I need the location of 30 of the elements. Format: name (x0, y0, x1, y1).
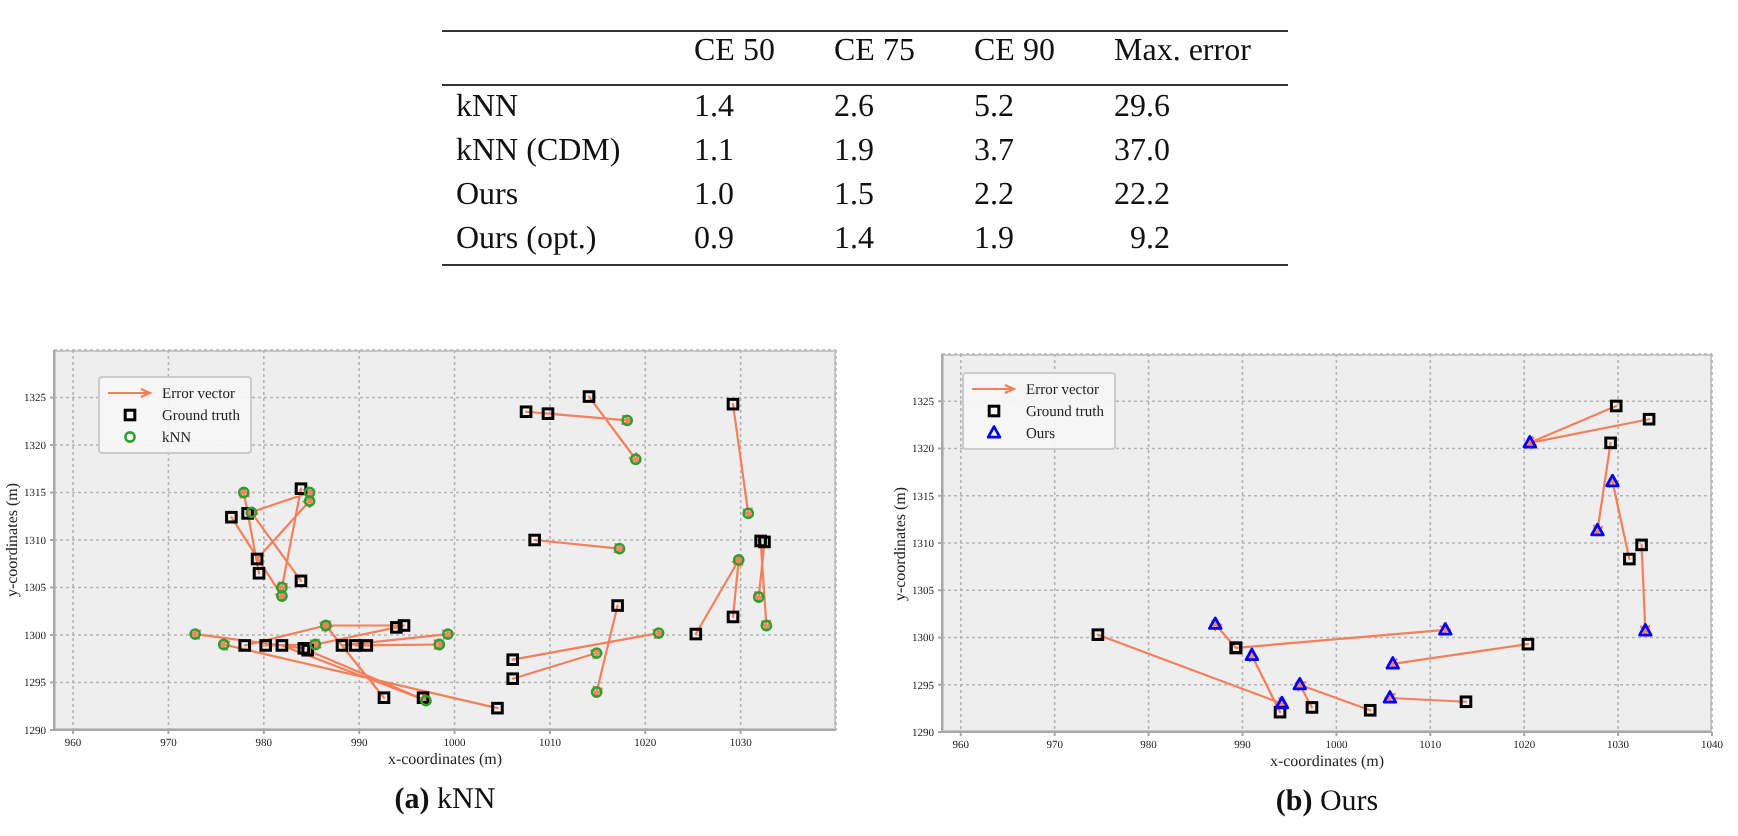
data-label: 1.9 (834, 132, 874, 172)
text: CE 50 (694, 32, 777, 72)
category-label: kNN (CDM) (456, 132, 623, 172)
data-label: 1.5 (834, 176, 874, 216)
category-label: Ours (opt.) (456, 220, 599, 260)
text: CE 75 (834, 32, 917, 72)
data-label: 1.0 (694, 176, 734, 216)
data-label: 1.1 (694, 132, 734, 172)
data-label: 2.2 (974, 176, 1014, 216)
text: (a) kNN (392, 784, 498, 818)
y-axis-title: y-coordinates (m) (3, 482, 21, 598)
data-label: 1.4 (834, 220, 874, 260)
text: Max. error (1114, 32, 1253, 72)
x-axis-title: x-coordinates (m) (385, 750, 505, 768)
data-label: 29.6 (1114, 88, 1170, 128)
data-label: 1.9 (974, 220, 1014, 260)
data-label: 0.9 (694, 220, 734, 260)
data-label: 22.2 (1114, 176, 1170, 216)
data-label: 1.4 (694, 88, 734, 128)
data-label: 2.6 (834, 88, 874, 128)
text: (b) Ours (1273, 786, 1381, 820)
data-label: 37.0 (1114, 132, 1170, 172)
data-label: 5.2 (974, 88, 1014, 128)
x-axis-title: x-coordinates (m) (1267, 752, 1387, 770)
category-label: Ours (456, 176, 521, 216)
data-label: 3.7 (974, 132, 1014, 172)
category-label: kNN (456, 88, 521, 128)
text: CE 90 (974, 32, 1057, 72)
data-label: 9.2 (1130, 220, 1170, 260)
y-axis-title: y-coordinates (m) (891, 485, 909, 601)
